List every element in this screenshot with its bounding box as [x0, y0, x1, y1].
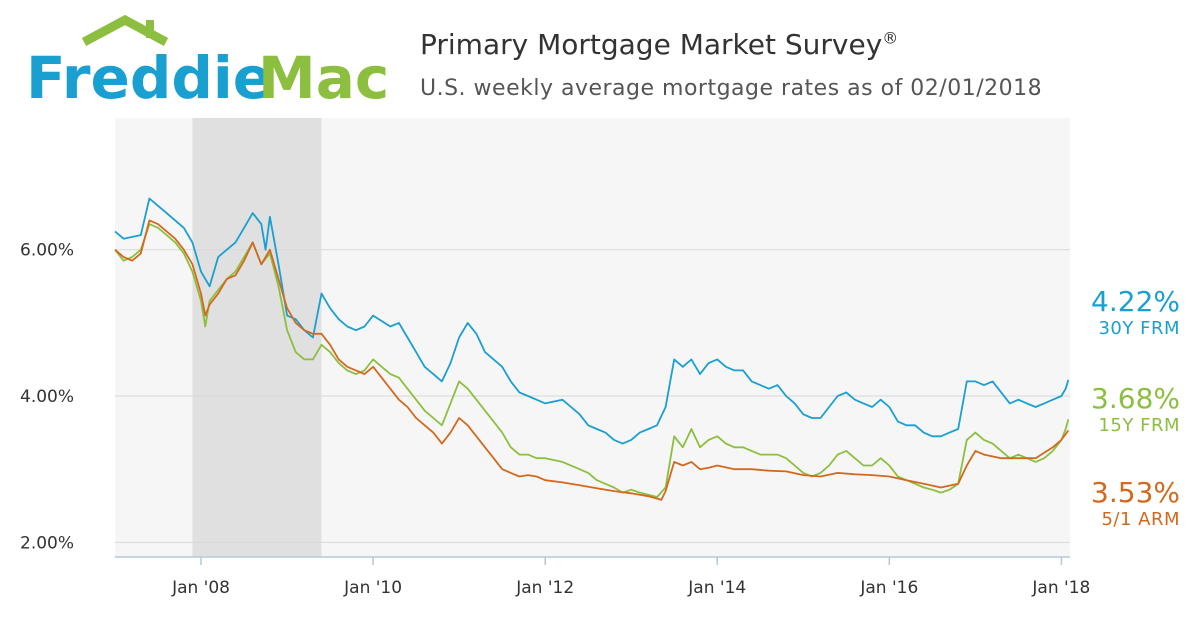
- chart-title: Primary Mortgage Market Survey®: [420, 28, 898, 61]
- x-tick-label: Jan '10: [343, 578, 402, 598]
- chart-subtitle: U.S. weekly average mortgage rates as of…: [420, 76, 1043, 101]
- y-tick-label: 6.00%: [20, 241, 74, 261]
- end-value-arm: 3.53%: [1091, 476, 1180, 509]
- end-value-15y: 3.68%: [1091, 382, 1180, 415]
- end-name-15y: 15Y FRM: [1098, 415, 1180, 436]
- logo-text-mac: Mac: [258, 44, 389, 107]
- end-label-arm: 3.53% 5/1 ARM: [1091, 476, 1180, 530]
- series-line-30y-frm: [114, 197, 1070, 445]
- x-tick-label: Jan '14: [687, 578, 746, 598]
- x-tick-label: Jan '18: [1031, 578, 1090, 598]
- chart-title-text: Primary Mortgage Market Survey: [420, 28, 883, 61]
- recession-band: [192, 118, 322, 557]
- series-line-5-1-arm: [114, 219, 1070, 501]
- freddie-mac-logo: Freddie Mac: [26, 14, 389, 107]
- x-tick-label: Jan '16: [859, 578, 918, 598]
- y-tick-label: 4.00%: [20, 387, 74, 407]
- registered-mark: ®: [882, 28, 899, 48]
- end-value-30y: 4.22%: [1091, 285, 1180, 318]
- end-name-30y: 30Y FRM: [1098, 318, 1180, 339]
- series-line-15y-frm: [114, 223, 1070, 498]
- logo-text-freddie: Freddie: [26, 44, 272, 107]
- end-label-30y: 4.22% 30Y FRM: [1091, 285, 1180, 339]
- house-chimney-icon: [146, 20, 154, 38]
- end-label-15y: 3.68% 15Y FRM: [1091, 382, 1180, 436]
- x-tick-label: Jan '08: [171, 578, 230, 598]
- y-tick-label: 2.00%: [20, 533, 74, 553]
- end-name-arm: 5/1 ARM: [1101, 509, 1180, 530]
- x-tick-label: Jan '12: [515, 578, 574, 598]
